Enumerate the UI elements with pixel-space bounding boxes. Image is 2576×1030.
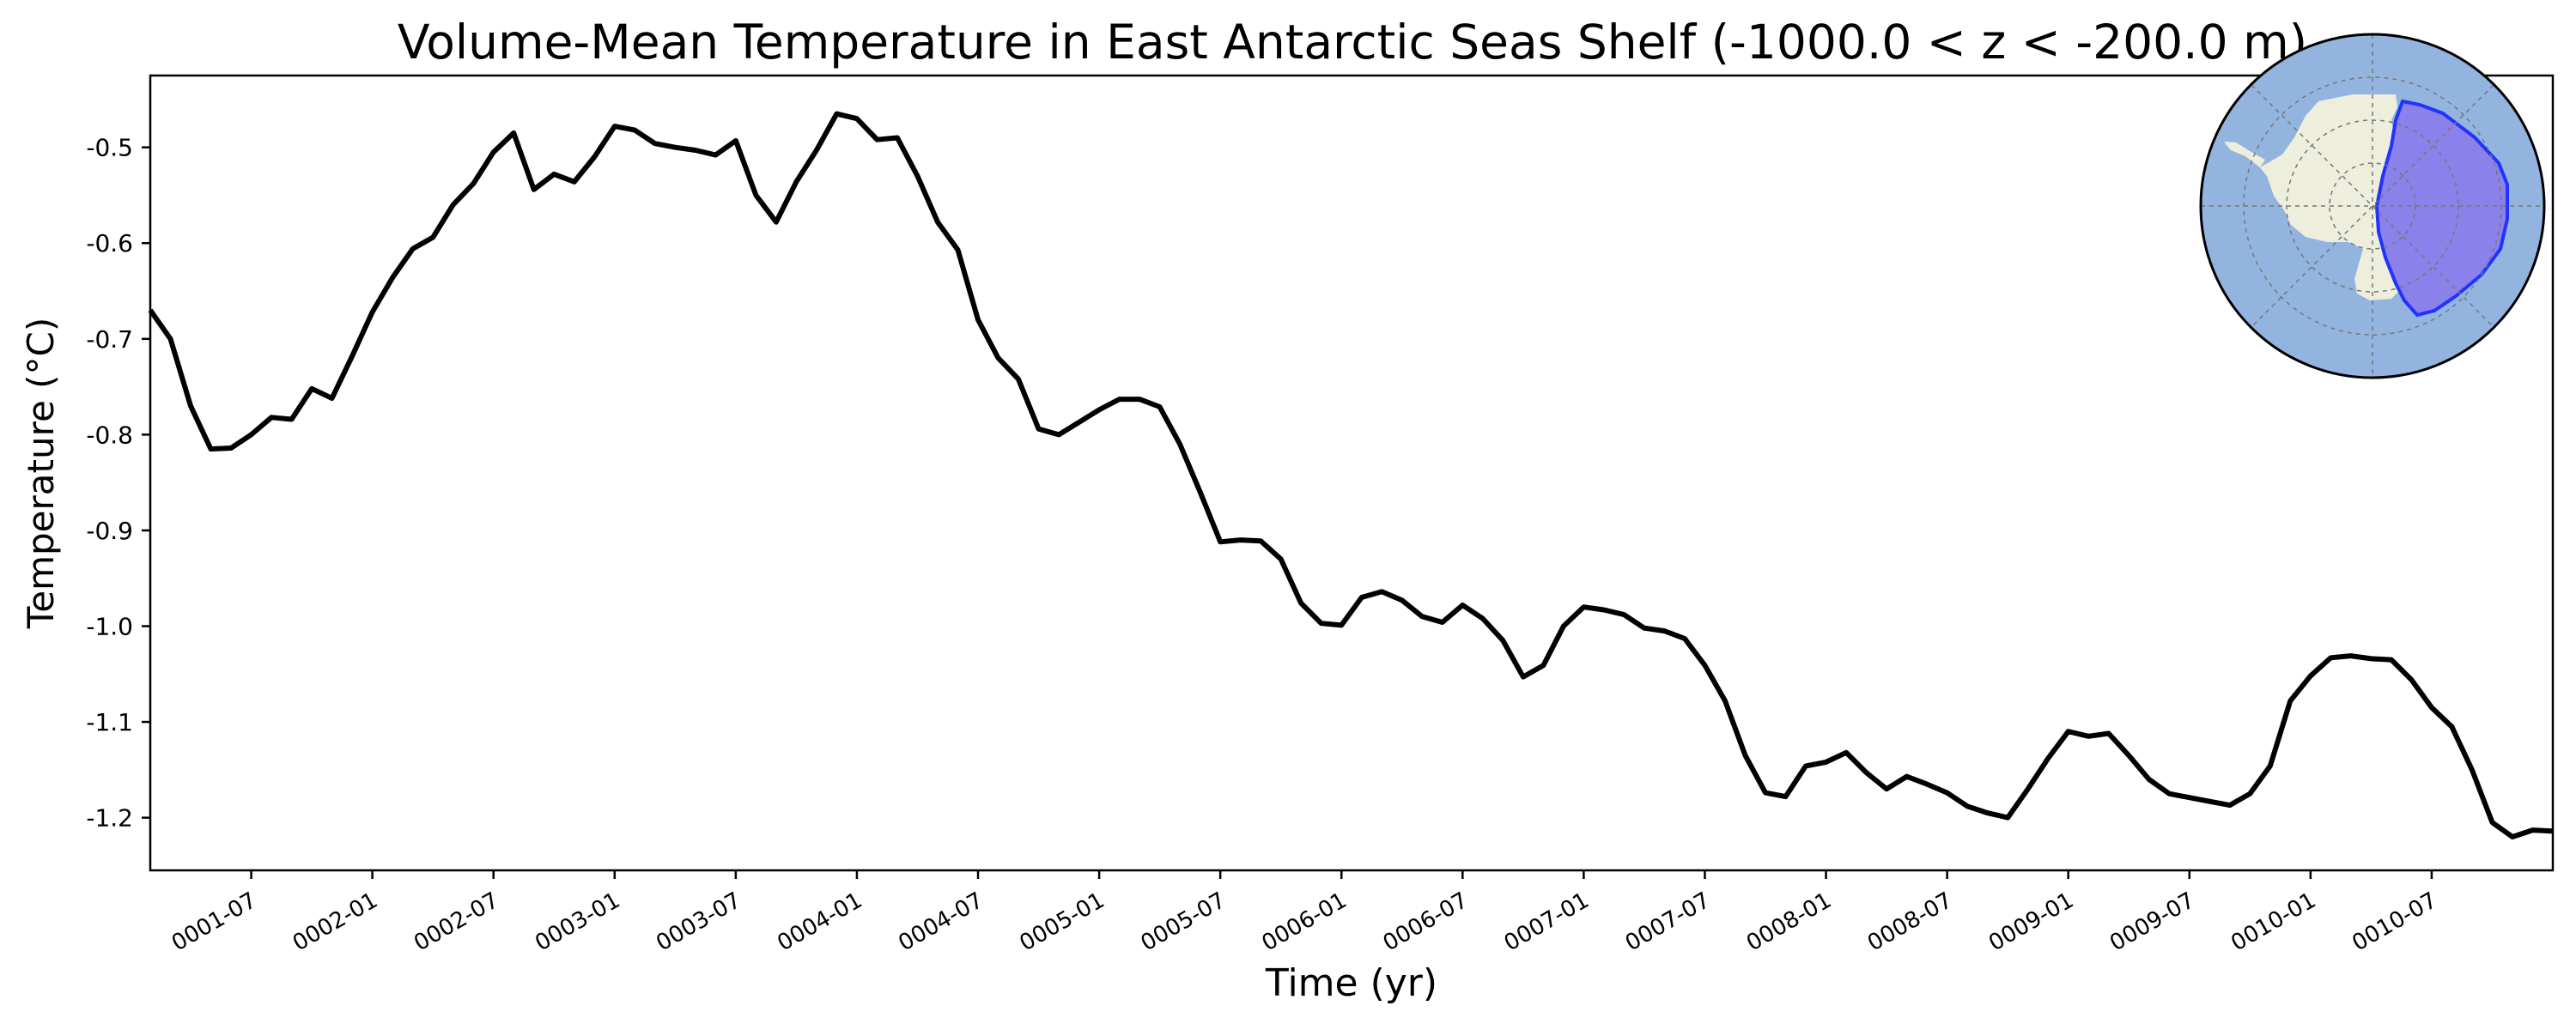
y-tick-label: -1.1 xyxy=(86,708,133,736)
x-tick-label: 0007-07 xyxy=(1621,888,1715,956)
plot-frame xyxy=(149,74,2555,872)
x-tick-label: 0003-07 xyxy=(652,888,745,956)
y-tick-label: -0.6 xyxy=(86,229,133,258)
temperature-series-line xyxy=(148,111,2554,839)
plot-area xyxy=(148,74,2555,872)
x-tick-label: 0001-07 xyxy=(167,888,261,956)
chart-title: Volume-Mean Temperature in East Antarcti… xyxy=(398,15,2307,70)
x-tick-label: 0006-01 xyxy=(1258,888,1352,956)
x-axis-label: Time (yr) xyxy=(1265,961,1437,1005)
x-tick-label: 0009-07 xyxy=(2105,888,2199,956)
inset-map xyxy=(2199,33,2546,379)
x-tick-label: 0002-01 xyxy=(289,888,382,956)
y-tick-label: -0.5 xyxy=(86,134,133,162)
x-tick-label: 0008-07 xyxy=(1863,888,1957,956)
x-tick-label: 0004-07 xyxy=(894,888,987,956)
x-tick-label: 0005-01 xyxy=(1016,888,1109,956)
x-tick-label: 0008-01 xyxy=(1742,888,1836,956)
x-axis: 0001-07 0002-01 0002-07 0003-01 0003-07 0004-… xyxy=(167,870,2441,956)
antarctica-landmass xyxy=(2260,94,2411,300)
x-tick-label: 0009-01 xyxy=(1984,888,2078,956)
antarctic-peninsula xyxy=(2224,142,2265,167)
x-tick-label: 0006-07 xyxy=(1379,888,1473,956)
map-graticule xyxy=(2201,34,2544,378)
y-tick-label: -1.2 xyxy=(86,804,133,833)
y-tick-label: -0.7 xyxy=(86,325,133,354)
x-tick-label: 0002-07 xyxy=(410,888,503,956)
east-antarctic-shelf-region xyxy=(2374,99,2509,318)
y-tick-label: -0.8 xyxy=(86,421,133,449)
x-tick-label: 0003-01 xyxy=(531,888,624,956)
x-tick-label: 0010-07 xyxy=(2348,888,2441,956)
y-axis: -0.5 -0.6 -0.7 -0.8 -0.9 -1.0 -1.1 -1.2 xyxy=(86,134,150,833)
x-tick-label: 0005-07 xyxy=(1137,888,1230,956)
x-tick-label: 0007-01 xyxy=(1500,888,1594,956)
y-axis-label: Temperature (°C) xyxy=(20,318,62,630)
x-tick-label: 0004-01 xyxy=(773,888,866,956)
y-tick-label: -0.9 xyxy=(86,517,133,545)
inset-border xyxy=(2199,33,2546,379)
x-tick-label: 0010-01 xyxy=(2227,888,2320,956)
y-tick-label: -1.0 xyxy=(86,613,133,641)
